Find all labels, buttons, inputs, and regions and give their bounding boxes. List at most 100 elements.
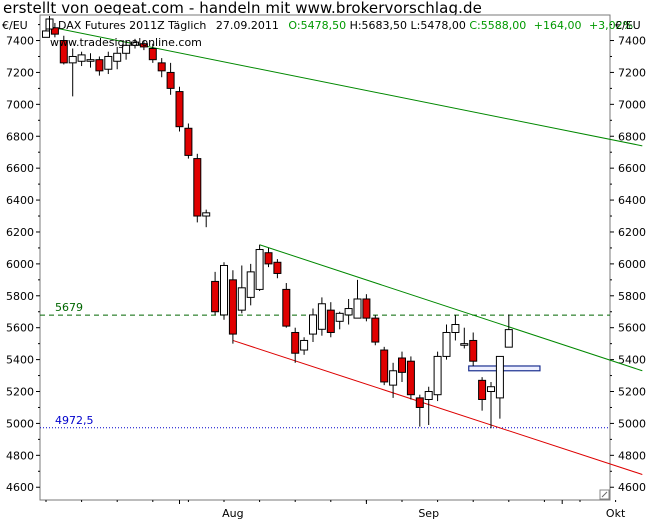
candle bbox=[309, 308, 317, 343]
candle bbox=[406, 356, 415, 400]
y-axis-left: 4600 4800 5000 5200 5400 5600 5800 6000 6200 6400… bbox=[6, 24, 40, 494]
resize-grip-icon[interactable] bbox=[599, 489, 610, 500]
candle bbox=[157, 58, 166, 78]
candle-body bbox=[157, 62, 166, 72]
x-tick-label: Okt bbox=[606, 507, 626, 520]
candle-body bbox=[282, 288, 291, 327]
candle-body bbox=[495, 355, 504, 399]
candle-body bbox=[406, 360, 415, 396]
x-tick-label: Sep bbox=[418, 507, 439, 520]
candle-body bbox=[451, 324, 460, 333]
y-tick-right-label: 7400 bbox=[618, 35, 646, 48]
candle-body bbox=[202, 212, 211, 217]
level-5679-label: 5679 bbox=[55, 301, 83, 314]
candle-body bbox=[220, 264, 228, 316]
candle-body bbox=[228, 279, 237, 335]
y-tick-right-label: 4800 bbox=[618, 449, 646, 462]
candle-body bbox=[246, 271, 255, 298]
candle bbox=[442, 324, 451, 360]
candle bbox=[202, 209, 211, 228]
unit-right: €/EU bbox=[615, 19, 641, 32]
candle bbox=[344, 298, 353, 325]
y-tick-left-label: 6800 bbox=[6, 130, 34, 143]
candle bbox=[415, 394, 424, 427]
candle-body bbox=[424, 391, 433, 400]
y-tick-right-label: 7200 bbox=[618, 66, 646, 79]
candle-body bbox=[487, 386, 495, 393]
candle-body bbox=[86, 59, 95, 62]
candle bbox=[50, 22, 59, 38]
candle-body bbox=[104, 55, 113, 70]
candle bbox=[264, 247, 273, 268]
candle bbox=[478, 377, 487, 411]
candle bbox=[228, 270, 237, 344]
y-tick-right-label: 4600 bbox=[618, 481, 646, 494]
candle bbox=[389, 362, 398, 398]
y-tick-left-label: 5000 bbox=[6, 417, 34, 430]
y-tick-right-label: 6000 bbox=[618, 258, 646, 271]
header-instrument: DAX Futures 2011Z Täglich bbox=[58, 19, 206, 32]
candle-body bbox=[264, 252, 273, 265]
candle bbox=[504, 314, 513, 348]
candle-body bbox=[42, 30, 50, 38]
candle bbox=[246, 263, 255, 306]
candle-body bbox=[193, 158, 202, 217]
candle-body bbox=[255, 249, 264, 290]
candle-body bbox=[309, 314, 317, 335]
y-axis-right: 4600 4800 5000 5200 5400 5600 5800 6000 6200 6400… bbox=[610, 24, 646, 494]
y-tick-left-label: 5200 bbox=[6, 386, 34, 399]
candle bbox=[220, 262, 228, 320]
y-tick-right-label: 5000 bbox=[618, 417, 646, 430]
candle-body bbox=[317, 303, 326, 330]
y-tick-left-label: 5800 bbox=[6, 290, 34, 303]
candle-body bbox=[95, 59, 104, 72]
candle bbox=[211, 271, 220, 315]
level-4972-label: 4972,5 bbox=[55, 414, 94, 427]
candle bbox=[326, 302, 335, 338]
candle bbox=[335, 311, 344, 330]
candle bbox=[255, 244, 264, 292]
candle bbox=[451, 314, 460, 341]
candle-body bbox=[389, 370, 398, 386]
highlight-box-rect bbox=[468, 365, 541, 372]
y-tick-left-label: 7000 bbox=[6, 98, 34, 111]
candle-body bbox=[371, 317, 380, 343]
candle-body bbox=[300, 339, 309, 351]
candle-body bbox=[291, 331, 300, 354]
watermark: www.tradesignalonline.com bbox=[50, 36, 202, 49]
candle bbox=[86, 53, 95, 68]
y-tick-right-label: 5800 bbox=[618, 290, 646, 303]
candle bbox=[139, 40, 148, 51]
candle bbox=[148, 43, 157, 63]
candle-body bbox=[335, 312, 344, 322]
candle-body bbox=[504, 329, 513, 348]
y-tick-right-label: 5200 bbox=[618, 386, 646, 399]
candle-body bbox=[131, 41, 139, 46]
y-tick-right-label: 5600 bbox=[618, 322, 646, 335]
candle bbox=[193, 153, 202, 223]
y-tick-left-label: 7400 bbox=[6, 35, 34, 48]
y-tick-right-label: 6800 bbox=[618, 130, 646, 143]
header-high: H:5683,50 bbox=[350, 19, 407, 32]
candle-body bbox=[237, 287, 246, 311]
candle-body bbox=[469, 339, 478, 362]
candle-body bbox=[211, 280, 220, 313]
candle bbox=[317, 297, 326, 336]
y-tick-left-label: 7200 bbox=[6, 66, 34, 79]
candle bbox=[122, 40, 131, 60]
header-close: C:5588,00 bbox=[469, 19, 526, 32]
header-open: O:5478,50 bbox=[288, 19, 346, 32]
candle bbox=[68, 48, 77, 97]
y-tick-left-label: 6200 bbox=[6, 226, 34, 239]
y-tick-left-label: 4600 bbox=[6, 481, 34, 494]
y-tick-left-label: 5400 bbox=[6, 354, 34, 367]
highlight-box bbox=[468, 365, 541, 372]
candle bbox=[166, 62, 175, 95]
candle-body bbox=[380, 349, 389, 383]
candle-body bbox=[433, 355, 442, 396]
candle-body bbox=[415, 397, 424, 408]
chart-header: DAX Futures 2011Z Täglich 27.09.2011 O:5… bbox=[45, 16, 633, 49]
candle-body bbox=[353, 298, 362, 319]
candle-body bbox=[77, 54, 86, 62]
